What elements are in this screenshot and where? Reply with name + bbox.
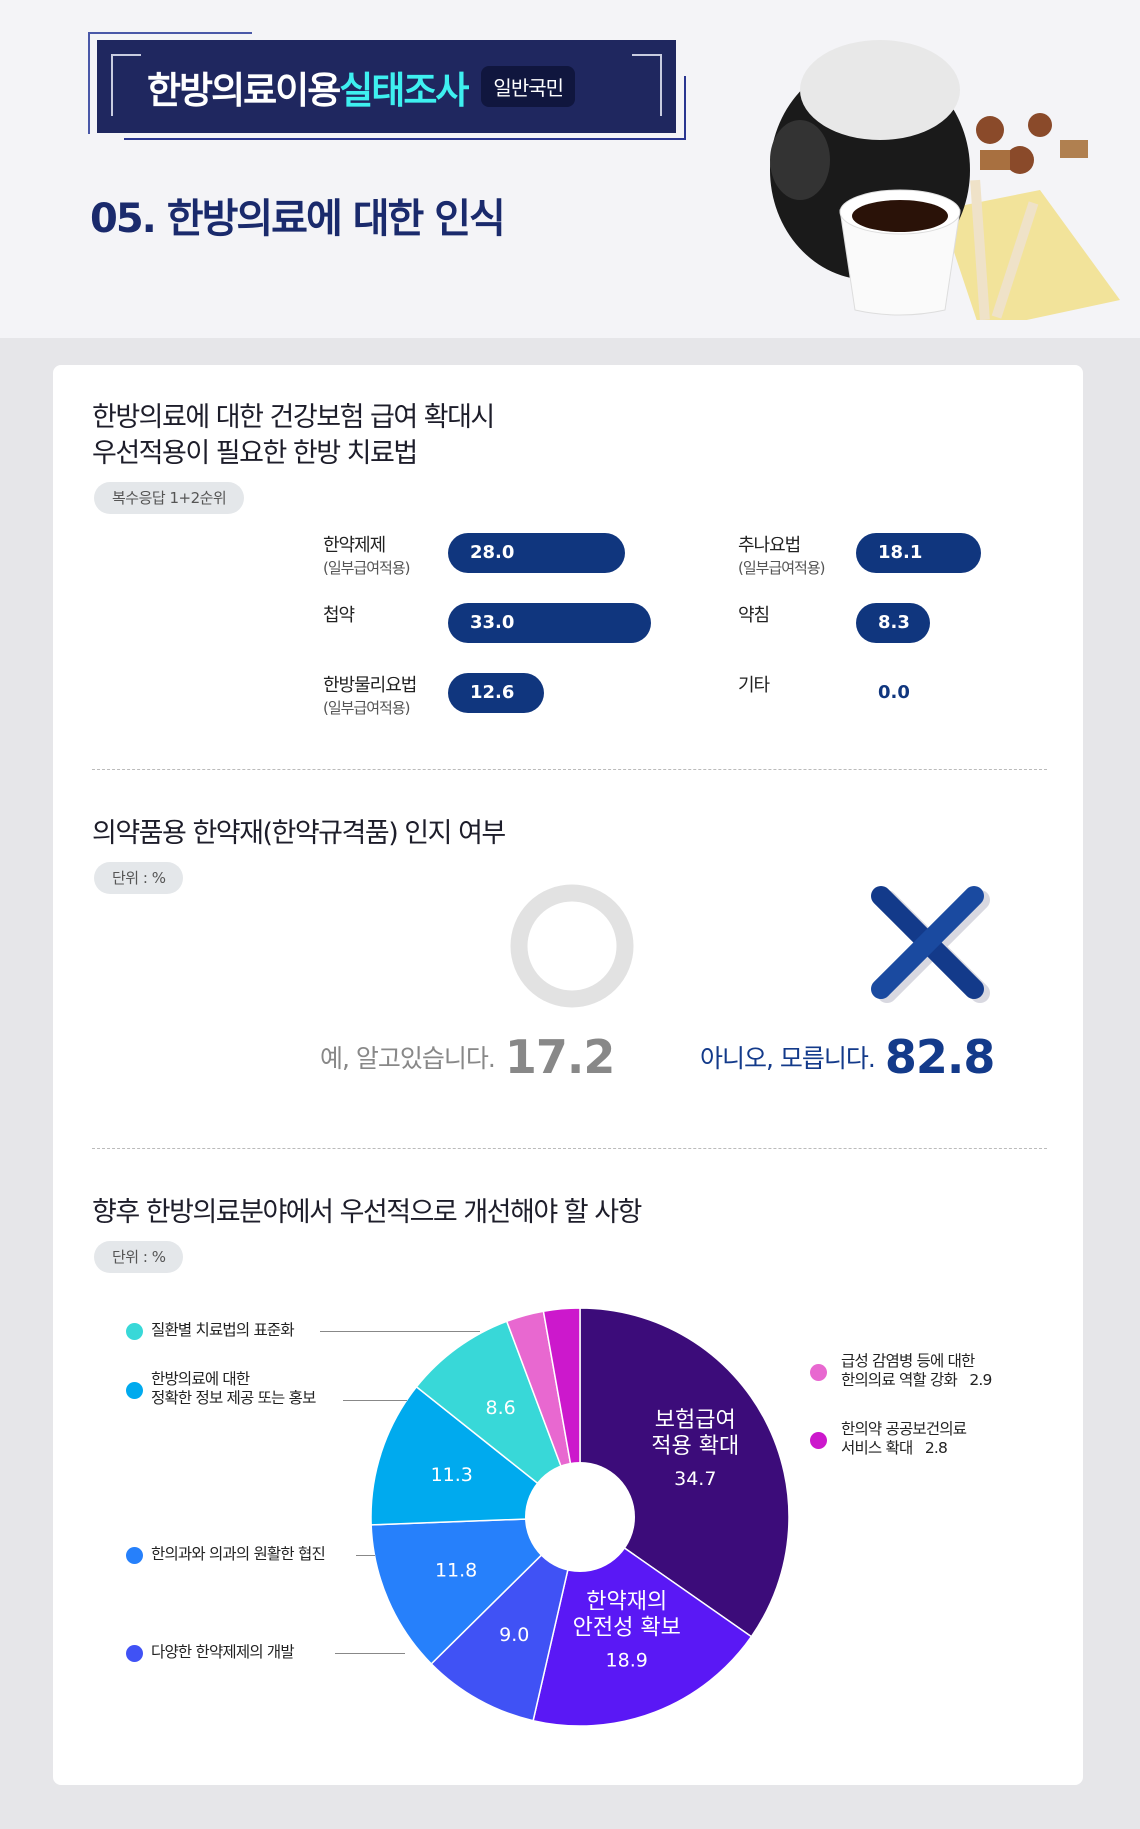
slice-label: 18.9 (606, 1649, 648, 1671)
leader-line (356, 1555, 375, 1556)
banner-badge: 일반국민 (481, 66, 576, 107)
legend-text: 다양한 한약제제의 개발 (151, 1643, 295, 1661)
legend-dot (810, 1364, 827, 1381)
legend-dot (126, 1323, 143, 1340)
answer-yes-value: 17.2 (504, 1030, 615, 1084)
bar-label-sub: (일부급여적용) (323, 699, 411, 717)
legend-text: 서비스 확대 (841, 1439, 913, 1457)
legend-text: 한의의료 역할 강화 (841, 1371, 958, 1389)
legend-item: 한의과와 의과의 원활한 협진 (151, 1545, 326, 1564)
slice-label: 8.6 (486, 1397, 516, 1419)
slice-label: 9.0 (499, 1624, 529, 1646)
legend-dot (126, 1547, 143, 1564)
title-line: 우선적용이 필요한 한방 치료법 (92, 438, 418, 469)
bar-label-text: 한약제제 (323, 535, 386, 556)
legend-text: 급성 감염병 등에 대한 (841, 1352, 975, 1370)
unit-pill: 단위 : % (94, 862, 184, 894)
legend-dot (126, 1645, 143, 1662)
bar: 28.0 (448, 533, 625, 573)
legend-dot (126, 1382, 143, 1399)
herbal-medicine-image (770, 40, 1120, 320)
slice-label: 11.8 (435, 1560, 477, 1582)
section-title: 05. 한방의료에 대한 인식 (90, 196, 506, 242)
legend-text: 질환별 치료법의 표준화 (151, 1321, 295, 1339)
bar-label: 한방물리요법 (일부급여적용) (323, 675, 417, 719)
pie-slice (415, 1320, 582, 1520)
bar-label-sub: (일부급여적용) (323, 559, 411, 577)
legend-item: 한의약 공공보건의료 서비스 확대 2.8 (841, 1420, 967, 1458)
title-line: 한방의료에 대한 건강보험 급여 확대시 (92, 402, 495, 433)
section2-title: 의약품용 한약재(한약규격품) 인지 여부 (92, 818, 506, 849)
banner: 한방의료이용 실태조사 일반국민 (97, 40, 676, 133)
leader-line (335, 1653, 405, 1654)
leader-line (320, 1331, 480, 1332)
slice-label: 적용 확대 (651, 1434, 739, 1459)
ornament-icon (632, 54, 662, 116)
banner-frame (124, 138, 686, 140)
slice-label: 보험급여 (655, 1408, 736, 1433)
pie-slice (370, 1385, 583, 1526)
slice-label: 11.3 (431, 1464, 473, 1486)
legend-text: 한의과와 의과의 원활한 협진 (151, 1545, 326, 1563)
bar-label: 한약제제 (일부급여적용) (323, 535, 411, 579)
legend-item: 급성 감염병 등에 대한 한의의료 역할 강화 2.9 (841, 1352, 992, 1390)
legend-dot (810, 1432, 827, 1449)
bar-label-text: 기타 (738, 675, 770, 696)
bar: 18.1 (856, 533, 982, 573)
answer-no-value: 82.8 (884, 1030, 995, 1084)
answer-yes-label: 예, 알고있습니다. (320, 1044, 496, 1073)
pie-slice (430, 1514, 582, 1722)
answer-yes: 예, 알고있습니다. 17.2 (320, 1030, 615, 1084)
bar: 33.0 (448, 603, 652, 643)
legend-text: 정확한 정보 제공 또는 홍보 (151, 1389, 316, 1407)
x-icon (871, 886, 990, 1003)
banner-frame (684, 76, 686, 140)
response-type-pill: 복수응답 1+2순위 (94, 482, 245, 514)
slice-label: 안전성 확보 (573, 1615, 681, 1640)
slice-label: 한약재의 (586, 1589, 667, 1614)
donut-hole (525, 1462, 635, 1572)
section3-title: 향후 한방의료분야에서 우선적으로 개선해야 할 사항 (92, 1197, 642, 1228)
circle-o-icon (510, 884, 634, 1008)
banner-title: 한방의료이용 (147, 68, 341, 112)
banner-title-highlight: 실태조사 (339, 68, 469, 112)
pie-slice (370, 1516, 582, 1665)
header: 한방의료이용 실태조사 일반국민 05. 한방의료에 대한 인식 (0, 0, 1140, 338)
unit-pill: 단위 : % (94, 1241, 184, 1273)
legend-item: 한방의료에 대한 정확한 정보 제공 또는 홍보 (151, 1370, 316, 1408)
divider (92, 1148, 1047, 1149)
bar-label-text: 한방물리요법 (323, 675, 417, 696)
bar-label-text: 추나요법 (738, 535, 801, 556)
legend-text: 한의약 공공보건의료 (841, 1420, 967, 1438)
leader-line (343, 1400, 407, 1401)
answer-no: 아니오, 모릅니다. 82.8 (700, 1030, 995, 1084)
legend-item: 질환별 치료법의 표준화 (151, 1321, 295, 1340)
legend-value: 2.8 (924, 1439, 948, 1457)
bar: 12.6 (448, 673, 545, 713)
bar-label: 첩약 (323, 605, 355, 627)
pie-slice (579, 1307, 790, 1638)
legend-item: 다양한 한약제제의 개발 (151, 1643, 295, 1662)
bar-label-text: 약침 (738, 605, 770, 626)
bar: 0.0 (878, 682, 910, 703)
bar-label: 추나요법 (일부급여적용) (738, 535, 826, 579)
divider (92, 769, 1047, 770)
bar-label: 기타 (738, 675, 770, 697)
bar-label-text: 첩약 (323, 605, 355, 626)
bar-label-sub: (일부급여적용) (738, 559, 826, 577)
banner-frame (88, 32, 252, 134)
ornament-icon (111, 54, 141, 116)
answer-no-label: 아니오, 모릅니다. (700, 1044, 876, 1073)
bar-label: 약침 (738, 605, 770, 627)
slice-label: 34.7 (674, 1468, 716, 1490)
legend-text: 한방의료에 대한 (151, 1370, 250, 1388)
bar: 8.3 (856, 603, 930, 643)
legend-value: 2.9 (969, 1371, 992, 1389)
